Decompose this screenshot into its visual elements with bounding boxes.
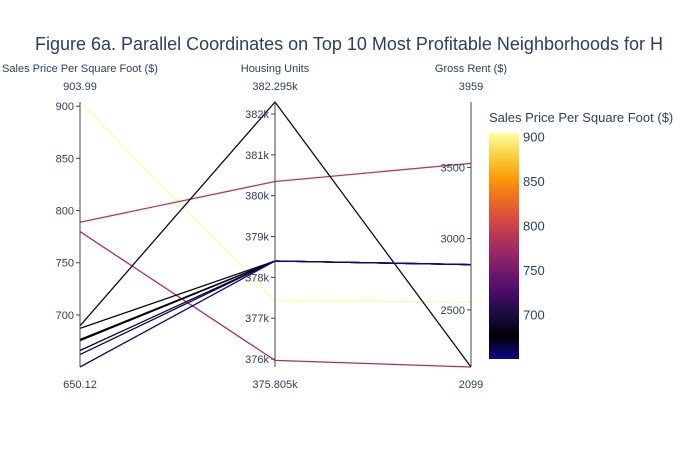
axis-tick-label: 376k <box>245 354 269 366</box>
colorbar-ticks: 700 750 800 850 900 <box>523 130 545 323</box>
axis-tick-label: 850 <box>56 153 74 165</box>
axis-range-max: 382.295k <box>252 81 298 93</box>
axis-tick-label: 3000 <box>441 234 465 246</box>
axis-tick-label: 380k <box>245 191 269 203</box>
colorbar-title: Sales Price Per Square Foot ($) <box>489 110 673 125</box>
axis-range-max: 3959 <box>459 81 483 93</box>
axes: Sales Price Per Square Foot ($) 903.99 650… <box>2 63 507 391</box>
axis-tick-label: 800 <box>56 206 74 218</box>
axis-range-min: 375.805k <box>252 379 298 391</box>
axis-range-min: 2099 <box>459 379 483 391</box>
axis-1: Housing Units 382.295k 375.805k 376k 377k 378… <box>241 63 310 391</box>
colorbar-gradient <box>489 133 519 359</box>
axis-tick-label: 2500 <box>441 305 465 317</box>
axis-label: Housing Units <box>241 63 310 75</box>
axis-2: Gross Rent ($) 3959 2099 2500 3000 3500 <box>435 63 507 391</box>
axis-tick-label: 379k <box>245 232 269 244</box>
axis-tick-label: 378k <box>245 272 269 284</box>
colorbar-tick-label: 900 <box>523 130 545 145</box>
axis-tick-label: 3500 <box>441 162 465 174</box>
axis-tick-label: 750 <box>56 258 74 270</box>
axis-0: Sales Price Per Square Foot ($) 903.99 650… <box>2 63 158 391</box>
axis-tick-label: 700 <box>56 310 74 322</box>
axis-label: Sales Price Per Square Foot ($) <box>2 63 158 75</box>
axis-tick-label: 900 <box>56 101 74 113</box>
axis-tick-label: 377k <box>245 313 269 325</box>
colorbar-tick-label: 800 <box>523 219 545 234</box>
axis-range-max: 903.99 <box>63 81 97 93</box>
colorbar-tick-label: 700 <box>523 308 545 323</box>
colorbar-tick-label: 850 <box>523 174 545 189</box>
axis-tick-label: 381k <box>245 150 269 162</box>
axis-label: Gross Rent ($) <box>435 63 507 75</box>
axis-range-min: 650.12 <box>63 379 97 391</box>
colorbar: Sales Price Per Square Foot ($) 700 750 80… <box>489 110 673 359</box>
chart-title: Figure 6a. Parallel Coordinates on Top 1… <box>35 34 663 54</box>
colorbar-tick-label: 750 <box>523 263 545 278</box>
axis-tick-label: 382k <box>245 109 269 121</box>
